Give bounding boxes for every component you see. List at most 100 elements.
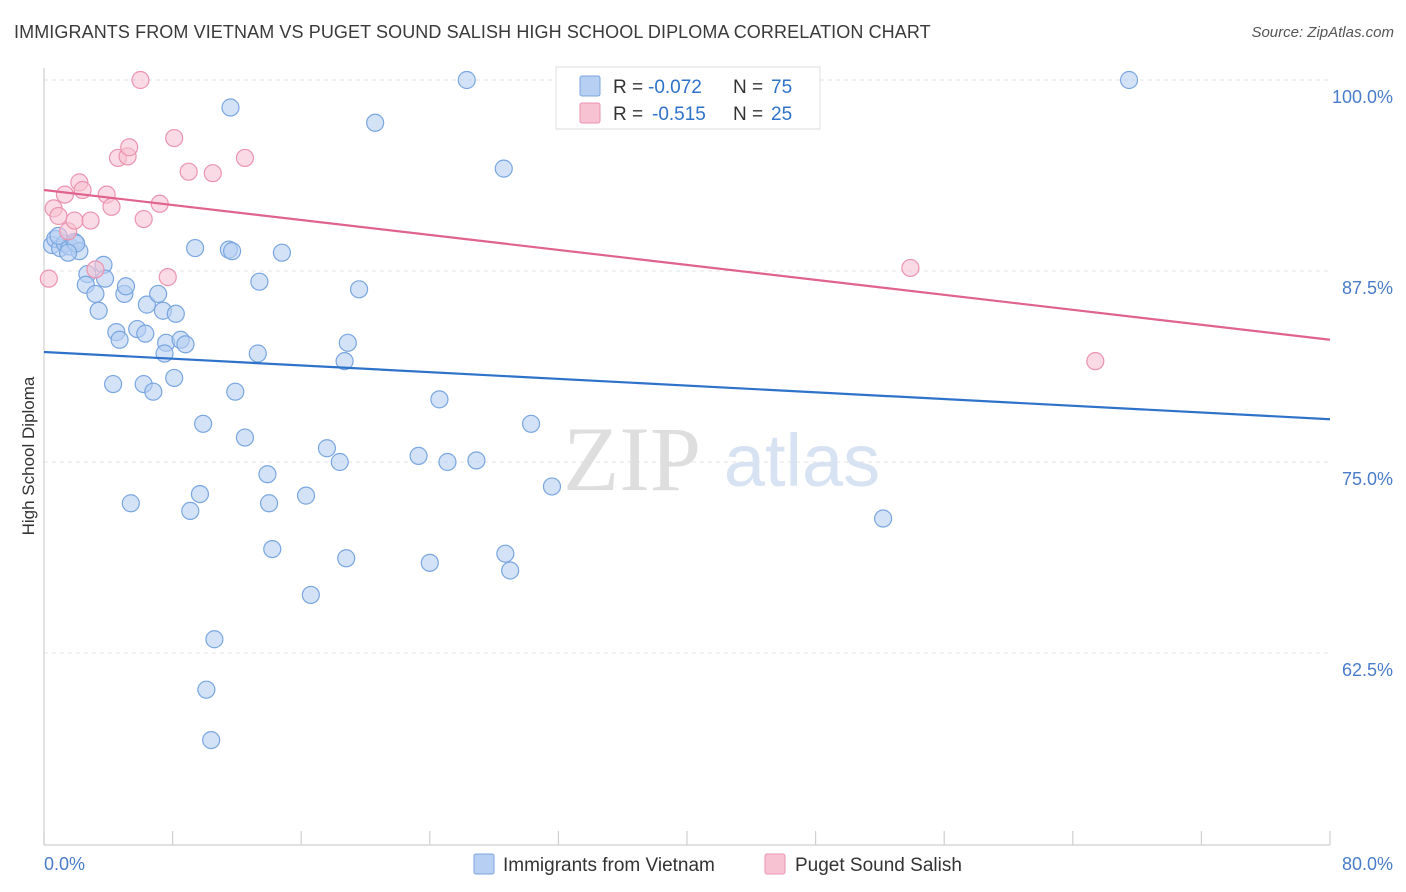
watermark-atlas: atlas [724, 419, 880, 502]
salish-point-22 [131, 70, 150, 90]
vietnam-point-50 [301, 585, 320, 605]
watermark: ZIP atlas [563, 408, 880, 510]
vietnam-point-44 [121, 494, 140, 513]
vietnam-point-21 [166, 304, 185, 323]
vietnam-point-33 [144, 382, 163, 401]
legend-label-vietnam: Immigrants from Vietnam [503, 855, 715, 876]
vietnam-point-15 [89, 301, 108, 320]
salish-trend-line [43, 188, 1331, 341]
legend-swatch-vietnam [473, 853, 495, 875]
legend-swatch-salish [764, 853, 786, 875]
vietnam-point-51 [205, 630, 224, 649]
stats-legend: R = -0.072 N = 75 R = -0.515 N = 25 [555, 66, 821, 130]
vietnam-point-69 [496, 544, 515, 563]
x-tick-label-max: 80.0% [1342, 854, 1393, 874]
vietnam-point-59 [338, 333, 357, 352]
trend-lines [43, 188, 1331, 421]
vietnam-point-14 [86, 284, 105, 304]
y-tick-label-2: 87.5% [1342, 278, 1393, 298]
vietnam-point-25 [136, 324, 155, 343]
salish-point-17 [158, 268, 177, 287]
vietnam-point-70 [501, 561, 520, 580]
vietnam-point-66 [467, 451, 486, 470]
vietnam-point-37 [272, 243, 292, 262]
salish-point-11 [102, 197, 121, 216]
vietnam-point-45 [190, 484, 210, 504]
vietnam-point-68 [542, 477, 562, 496]
y-axis-tick-labels: 62.5% 75.0% 87.5% 100.0% [1332, 87, 1393, 680]
vietnam-point-23 [110, 330, 129, 349]
y-tick-label-1: 75.0% [1342, 469, 1393, 489]
stats-legend-swatch-pink [579, 102, 601, 124]
legend-label-salish: Puget Sound Salish [795, 855, 962, 876]
vietnam-point-55 [366, 113, 385, 132]
vietnam-point-18 [137, 295, 156, 314]
vietnam-point-58 [349, 280, 369, 299]
salish-point-0 [39, 269, 58, 288]
gridlines [44, 79, 1330, 654]
salish-point-5 [65, 211, 84, 230]
stats-row-blue: R = -0.072 N = 75 [613, 77, 792, 98]
vietnam-point-17 [116, 277, 136, 296]
vietnam-point-57 [494, 159, 513, 178]
salish-point-20 [203, 164, 222, 183]
vietnam-point-64 [409, 446, 428, 465]
watermark-zip: ZIP [563, 408, 701, 510]
vietnam-point-65 [438, 452, 457, 472]
vietnam-point-31 [104, 374, 123, 394]
vietnam-point-40 [226, 382, 245, 401]
vietnam-point-71 [337, 549, 356, 568]
vietnam-point-56 [457, 70, 476, 90]
vietnam-point-46 [181, 501, 200, 520]
vietnam-point-19 [149, 284, 168, 304]
vietnam-point-53 [202, 730, 221, 750]
vietnam-point-54 [221, 98, 240, 117]
stats-legend-swatch-blue [579, 75, 601, 97]
vietnam-point-42 [235, 428, 255, 447]
vietnam-point-47 [259, 494, 279, 513]
vietnam-point-52 [197, 680, 216, 699]
vietnam-point-43 [258, 465, 277, 484]
series-vietnam-points [42, 70, 1139, 750]
vietnam-point-62 [330, 452, 349, 472]
vietnam-point-48 [296, 486, 316, 505]
y-tick-label-3: 100.0% [1332, 87, 1393, 107]
salish-point-23 [901, 258, 920, 278]
vietnam-point-61 [317, 439, 337, 458]
vietnam-point-9 [59, 243, 78, 262]
y-axis-title: High School Diploma [19, 376, 38, 535]
salish-point-15 [134, 209, 153, 229]
vietnam-point-60 [335, 352, 354, 371]
salish-point-21 [235, 148, 255, 168]
stats-row-pink: R = -0.515 N = 25 [613, 104, 792, 125]
vietnam-point-72 [420, 553, 439, 572]
source-label: Source: ZipAtlas.com [1251, 24, 1394, 41]
vietnam-point-38 [250, 272, 269, 291]
vietnam-point-30 [165, 368, 184, 388]
x-tick-label-min: 0.0% [44, 854, 85, 874]
y-tick-label-0: 62.5% [1342, 660, 1393, 680]
bottom-legend: Immigrants from Vietnam Puget Sound Sali… [473, 853, 962, 876]
vietnam-trend-line [43, 350, 1331, 421]
vietnam-point-28 [176, 335, 195, 354]
vietnam-point-35 [222, 242, 242, 261]
salish-point-24 [1086, 352, 1105, 371]
vietnam-point-39 [248, 344, 267, 363]
salish-point-18 [165, 128, 184, 148]
vietnam-point-67 [521, 414, 541, 433]
salish-point-2 [49, 206, 68, 226]
salish-point-3 [55, 185, 74, 204]
vietnam-point-73 [874, 509, 893, 528]
vietnam-point-41 [194, 414, 213, 433]
x-axis-ticks [43, 831, 1331, 845]
vietnam-point-63 [430, 390, 449, 409]
salish-point-19 [179, 162, 198, 181]
series-salish-points [39, 70, 1105, 371]
salish-point-14 [120, 138, 139, 157]
vietnam-point-36 [186, 238, 205, 258]
salish-point-8 [81, 211, 100, 230]
chart-title: IMMIGRANTS FROM VIETNAM VS PUGET SOUND S… [14, 22, 931, 42]
salish-point-9 [86, 260, 105, 279]
vietnam-point-74 [1119, 70, 1139, 90]
